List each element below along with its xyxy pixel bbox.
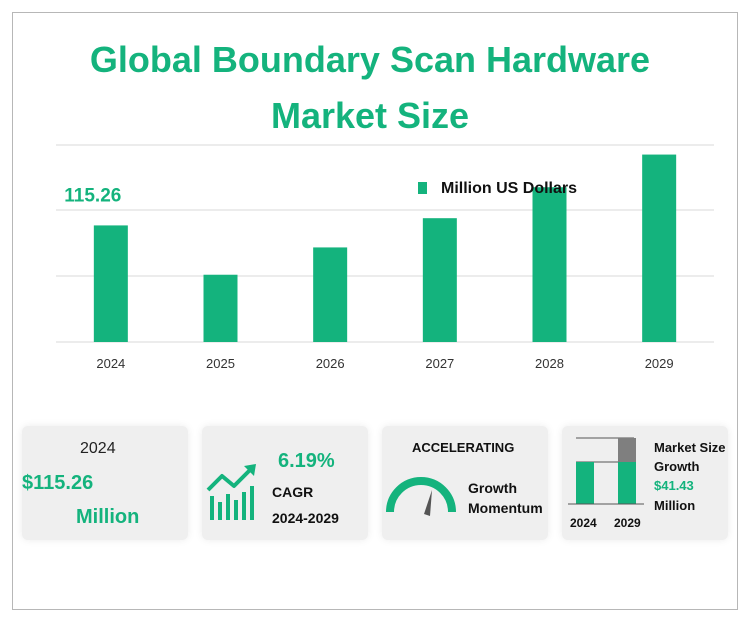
x-tick-label-2029: 2029	[645, 356, 674, 371]
base-year-card: 2024 $115.26 Million	[22, 426, 188, 540]
momentum-title: ACCELERATING	[412, 440, 515, 455]
bar-2024	[93, 225, 128, 342]
cagr-card: 6.19% CAGR 2024-2029	[202, 426, 368, 540]
x-tick-label-2027: 2027	[425, 356, 454, 371]
cagr-period: 2024-2029	[272, 510, 339, 526]
bar-2025	[203, 274, 238, 342]
cagr-label: CAGR	[272, 484, 314, 500]
x-tick-label-2025: 2025	[206, 356, 235, 371]
base-unit: Million	[76, 506, 140, 528]
x-tick-label-2024: 2024	[96, 356, 125, 371]
base-value: $115.26	[22, 472, 94, 494]
momentum-label-2: Momentum	[468, 500, 543, 516]
growth-unit: Million	[654, 498, 696, 513]
bar-2029	[642, 154, 677, 342]
bar-2028	[532, 187, 567, 342]
x-tick-label-2028: 2028	[535, 356, 564, 371]
momentum-label-1: Growth	[468, 480, 517, 496]
mini-year-2024: 2024	[570, 516, 597, 530]
bar-2026	[313, 247, 348, 342]
legend-label: Million US Dollars	[441, 180, 577, 197]
data-label-2024: 115.26	[64, 185, 121, 206]
momentum-card: ACCELERATING Growth Momentum	[382, 426, 548, 540]
x-tick-label-2026: 2026	[316, 356, 345, 371]
growth-increment-bar	[618, 438, 636, 462]
page-title: Global Boundary Scan Hardware	[89, 39, 651, 80]
mini-bar-2024	[576, 462, 594, 504]
base-year: 2024	[80, 440, 116, 457]
legend-swatch	[418, 182, 427, 194]
mini-growth-chart	[568, 437, 644, 505]
mini-year-2029: 2029	[614, 516, 641, 530]
growth-value: $41.43	[654, 478, 694, 493]
page-title-line2: Market Size	[270, 95, 470, 136]
growth-chart-icon	[206, 464, 256, 520]
growth-card: 2024 2029 Market Size Growth $41.43 Mill…	[562, 426, 728, 540]
cagr-value: 6.19%	[278, 450, 335, 472]
speedometer-icon	[386, 477, 456, 516]
bar-2027	[422, 218, 457, 342]
growth-label-1: Market Size	[654, 440, 726, 455]
growth-label-2: Growth	[654, 459, 700, 474]
mini-bar-2029	[618, 462, 636, 504]
